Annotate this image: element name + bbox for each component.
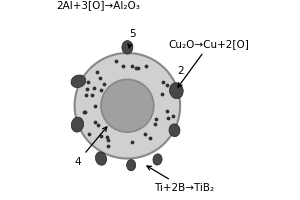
Point [95, 70, 100, 74]
Point [98, 134, 103, 137]
Ellipse shape [127, 159, 136, 171]
Point [161, 81, 166, 84]
Point [164, 84, 169, 87]
Point [166, 116, 171, 119]
Circle shape [75, 53, 180, 159]
Ellipse shape [95, 152, 106, 165]
Ellipse shape [153, 154, 162, 165]
Point [148, 136, 152, 139]
Point [101, 82, 106, 85]
Ellipse shape [122, 41, 133, 54]
Point [82, 111, 87, 114]
Point [106, 145, 110, 148]
Point [96, 123, 100, 127]
Point [85, 88, 90, 91]
Point [171, 114, 176, 118]
Ellipse shape [169, 124, 180, 137]
Point [93, 104, 98, 108]
Point [104, 135, 109, 139]
Point [82, 111, 86, 114]
Point [165, 110, 170, 113]
Circle shape [101, 79, 154, 132]
Point [89, 93, 94, 97]
Point [153, 122, 158, 125]
Point [83, 93, 88, 96]
Text: Cu₂O→Cu+2[O]: Cu₂O→Cu+2[O] [169, 39, 250, 87]
Ellipse shape [169, 83, 183, 99]
Point [85, 80, 90, 83]
Point [143, 132, 148, 135]
Point [136, 66, 141, 70]
Point [87, 132, 92, 135]
Ellipse shape [71, 117, 84, 132]
Text: Ti+2B→TiB₂: Ti+2B→TiB₂ [147, 166, 214, 193]
Point [93, 120, 98, 123]
Text: 2Al+3[O]→Al₂O₃: 2Al+3[O]→Al₂O₃ [56, 0, 140, 10]
Point [143, 65, 148, 68]
Point [91, 86, 96, 89]
Point [120, 65, 125, 68]
Text: 4: 4 [75, 127, 107, 167]
Point [114, 59, 119, 62]
Point [106, 138, 111, 141]
Point [130, 64, 135, 67]
Point [154, 117, 158, 121]
Text: 2: 2 [177, 66, 184, 76]
Point [98, 76, 103, 79]
Point [159, 92, 164, 95]
Point [98, 88, 103, 92]
Text: 5: 5 [128, 29, 135, 48]
Point [129, 140, 134, 144]
Point [134, 66, 139, 70]
Ellipse shape [71, 75, 86, 88]
